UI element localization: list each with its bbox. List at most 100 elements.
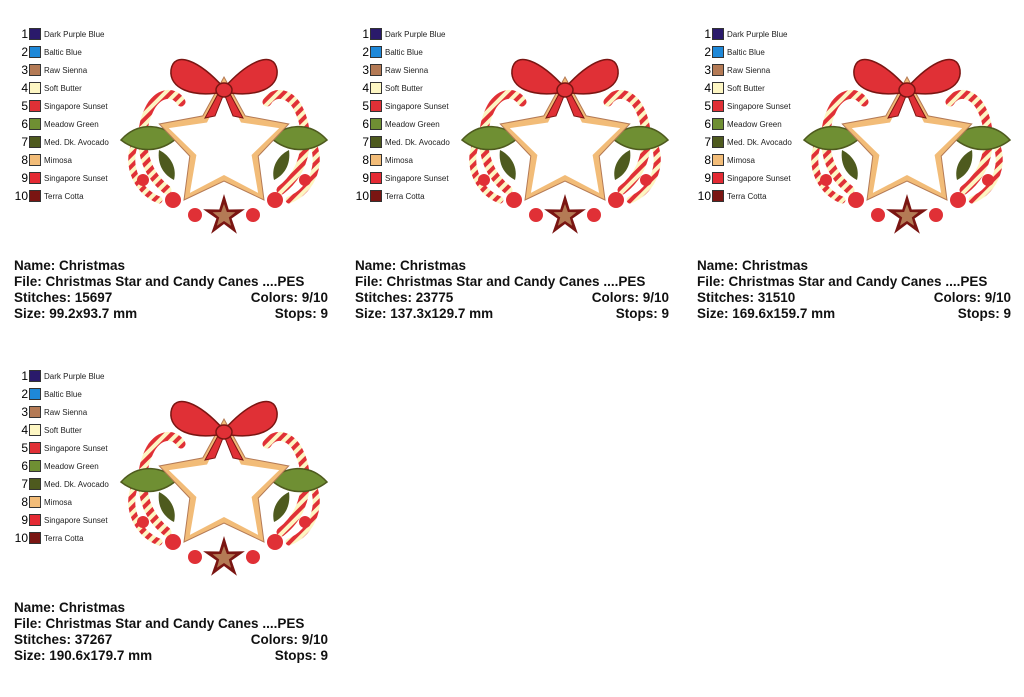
thread-palette: 1 Dark Purple Blue 2 Baltic Blue 3 Raw Sienna… (697, 25, 807, 205)
thread-color-swatch (370, 28, 382, 40)
thread-color-name: Dark Purple Blue (44, 371, 105, 381)
thread-number: 2 (704, 45, 711, 59)
thread-color-swatch (712, 172, 724, 184)
thread-color-swatch (370, 118, 382, 130)
design-colors: Colors: 9/10 (250, 290, 328, 305)
thread-swatch-row: 10 Terra Cotta (14, 187, 124, 205)
thread-swatch-row: 7 Med. Dk. Avocado (355, 133, 465, 151)
thread-color-swatch (370, 100, 382, 112)
design-size: Size: 169.6x159.7 mm (697, 306, 836, 321)
thread-number: 10 (355, 189, 369, 203)
design-colors: Colors: 9/10 (591, 290, 669, 305)
thread-color-name: Meadow Green (727, 119, 782, 129)
thread-color-swatch (29, 172, 41, 184)
thread-swatch-row: 9 Singapore Sunset (355, 169, 465, 187)
thread-color-swatch (370, 46, 382, 58)
thread-color-name: Med. Dk. Avocado (44, 479, 109, 489)
thread-color-swatch (29, 100, 41, 112)
embroidery-design-preview (802, 40, 1012, 240)
design-stitches: Stitches: 15697 (14, 290, 113, 305)
thread-color-swatch (29, 118, 41, 130)
thread-palette: 1 Dark Purple Blue 2 Baltic Blue 3 Raw Sienna… (14, 25, 124, 205)
thread-swatch-row: 3 Raw Sienna (14, 403, 124, 421)
thread-swatch-row: 5 Singapore Sunset (697, 97, 807, 115)
thread-swatch-row: 6 Meadow Green (14, 115, 124, 133)
thread-number: 5 (21, 441, 28, 455)
thread-swatch-row: 4 Soft Butter (355, 79, 465, 97)
thread-color-swatch (29, 514, 41, 526)
thread-color-name: Baltic Blue (727, 47, 765, 57)
thread-color-name: Singapore Sunset (44, 443, 108, 453)
thread-swatch-row: 4 Soft Butter (697, 79, 807, 97)
thread-swatch-row: 9 Singapore Sunset (697, 169, 807, 187)
design-card: 1 Dark Purple Blue 2 Baltic Blue 3 Raw Sienna… (355, 25, 675, 355)
thread-swatch-row: 6 Meadow Green (14, 457, 124, 475)
thread-color-swatch (29, 64, 41, 76)
design-name: Name: Christmas (14, 600, 126, 615)
design-file: File: Christmas Star and Candy Canes ...… (14, 274, 305, 289)
design-stops: Stops: 9 (274, 648, 328, 663)
thread-swatch-row: 5 Singapore Sunset (355, 97, 465, 115)
thread-color-swatch (29, 154, 41, 166)
thread-number: 8 (362, 153, 369, 167)
thread-swatch-row: 7 Med. Dk. Avocado (14, 133, 124, 151)
thread-number: 7 (21, 135, 28, 149)
thread-color-swatch (29, 136, 41, 148)
thread-color-name: Singapore Sunset (44, 515, 108, 525)
design-stitches: Stitches: 31510 (697, 290, 796, 305)
design-card: 1 Dark Purple Blue 2 Baltic Blue 3 Raw Sienna… (14, 367, 334, 697)
thread-color-swatch (370, 172, 382, 184)
thread-number: 3 (21, 63, 28, 77)
thread-swatch-row: 4 Soft Butter (14, 79, 124, 97)
thread-color-name: Singapore Sunset (44, 173, 108, 183)
thread-color-swatch (370, 64, 382, 76)
thread-color-name: Meadow Green (385, 119, 440, 129)
thread-color-swatch (712, 100, 724, 112)
thread-color-swatch (29, 406, 41, 418)
thread-color-swatch (29, 388, 41, 400)
thread-color-name: Soft Butter (385, 83, 423, 93)
thread-color-swatch (370, 136, 382, 148)
thread-color-name: Med. Dk. Avocado (385, 137, 450, 147)
thread-number: 4 (704, 81, 711, 95)
christmas-star-candy-canes-art (802, 58, 1012, 234)
thread-swatch-row: 1 Dark Purple Blue (355, 25, 465, 43)
thread-color-swatch (370, 190, 382, 202)
design-info: Name: Christmas File: Christmas Star and… (697, 258, 1011, 322)
thread-number: 5 (704, 99, 711, 113)
design-card: 1 Dark Purple Blue 2 Baltic Blue 3 Raw Sienna… (697, 25, 1017, 355)
design-card: 1 Dark Purple Blue 2 Baltic Blue 3 Raw Sienna… (14, 25, 334, 355)
thread-swatch-row: 3 Raw Sienna (697, 61, 807, 79)
thread-number: 6 (704, 117, 711, 131)
thread-color-name: Dark Purple Blue (727, 29, 788, 39)
thread-number: 6 (21, 459, 28, 473)
thread-color-swatch (29, 82, 41, 94)
thread-swatch-row: 6 Meadow Green (697, 115, 807, 133)
thread-swatch-row: 1 Dark Purple Blue (14, 367, 124, 385)
thread-swatch-row: 10 Terra Cotta (355, 187, 465, 205)
thread-number: 9 (362, 171, 369, 185)
thread-number: 10 (14, 531, 28, 545)
thread-color-swatch (712, 64, 724, 76)
thread-swatch-row: 3 Raw Sienna (355, 61, 465, 79)
thread-color-swatch (29, 46, 41, 58)
thread-color-name: Terra Cotta (385, 191, 425, 201)
thread-color-name: Dark Purple Blue (385, 29, 446, 39)
thread-color-name: Baltic Blue (44, 389, 82, 399)
thread-color-name: Soft Butter (727, 83, 765, 93)
design-name: Name: Christmas (14, 258, 126, 273)
thread-number: 9 (21, 171, 28, 185)
design-file: File: Christmas Star and Candy Canes ...… (697, 274, 988, 289)
thread-number: 9 (704, 171, 711, 185)
thread-number: 8 (21, 495, 28, 509)
thread-color-name: Terra Cotta (44, 533, 84, 543)
thread-color-swatch (712, 82, 724, 94)
design-info: Name: Christmas File: Christmas Star and… (14, 258, 328, 322)
thread-number: 9 (21, 513, 28, 527)
thread-swatch-row: 8 Mimosa (355, 151, 465, 169)
thread-number: 7 (704, 135, 711, 149)
thread-color-name: Soft Butter (44, 425, 82, 435)
thread-palette: 1 Dark Purple Blue 2 Baltic Blue 3 Raw Sienna… (14, 367, 124, 547)
thread-color-name: Mimosa (385, 155, 414, 165)
thread-color-name: Baltic Blue (385, 47, 423, 57)
